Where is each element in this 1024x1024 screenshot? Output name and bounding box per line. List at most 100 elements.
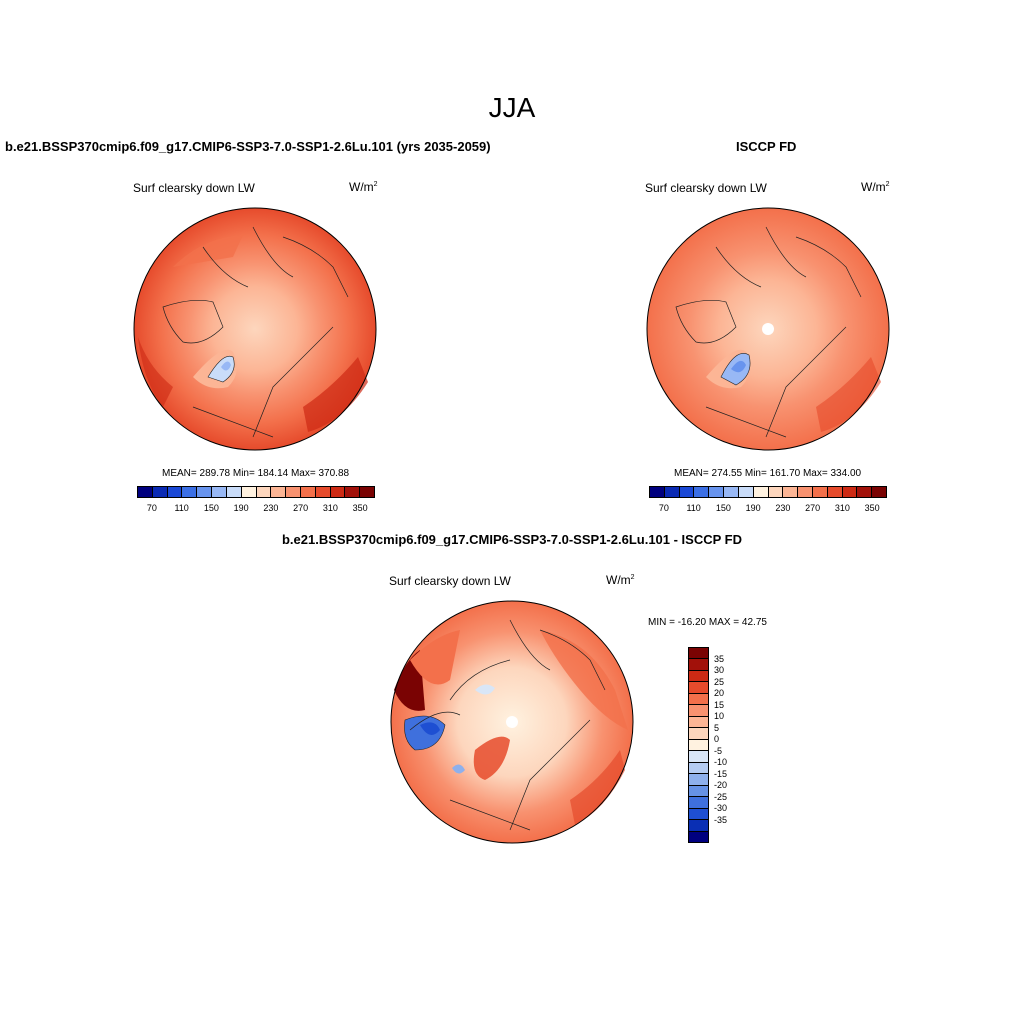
obs-units-label: W/m2 bbox=[861, 180, 890, 194]
colorbar-swatch bbox=[689, 831, 708, 842]
colorbar-swatch bbox=[182, 487, 198, 497]
colorbar-swatch bbox=[753, 487, 769, 497]
colorbar-tick-label: 110 bbox=[686, 503, 701, 513]
colorbar-swatch bbox=[768, 487, 784, 497]
colorbar-swatch bbox=[689, 693, 708, 706]
colorbar-swatch bbox=[724, 487, 739, 497]
colorbar-swatch bbox=[212, 487, 227, 497]
diff-polar-map bbox=[390, 600, 634, 844]
colorbar-tick-label: 10 bbox=[714, 711, 725, 722]
colorbar-tick-label: 230 bbox=[775, 503, 791, 513]
colorbar-swatch bbox=[689, 751, 708, 763]
colorbar-tick-label: -35 bbox=[714, 814, 728, 825]
colorbar-swatch bbox=[827, 487, 843, 497]
colorbar-tick-label: 150 bbox=[203, 503, 219, 513]
model-panel-title: b.e21.BSSP370cmip6.f09_g17.CMIP6-SSP3-7.… bbox=[5, 139, 491, 154]
colorbar-tick-label: 25 bbox=[714, 676, 725, 687]
colorbar-tick-label: 70 bbox=[658, 503, 669, 513]
colorbar-swatch bbox=[798, 487, 813, 497]
colorbar-swatch bbox=[812, 487, 828, 497]
obs-polar-map bbox=[646, 207, 890, 451]
colorbar-swatch bbox=[689, 705, 708, 717]
colorbar-swatch bbox=[360, 487, 374, 497]
colorbar-swatch bbox=[689, 808, 708, 821]
colorbar-tick-label: 350 bbox=[352, 503, 368, 513]
colorbar-swatch bbox=[650, 487, 665, 497]
model-polar-map bbox=[133, 207, 377, 451]
colorbar-tick-label: 35 bbox=[714, 653, 725, 664]
colorbar-swatch bbox=[241, 487, 257, 497]
colorbar-tick-label: 150 bbox=[715, 503, 731, 513]
colorbar-swatch bbox=[689, 785, 708, 798]
colorbar-swatch bbox=[256, 487, 272, 497]
colorbar-tick-label: 310 bbox=[834, 503, 850, 513]
colorbar-swatch bbox=[345, 487, 361, 497]
obs-stats: MEAN= 274.55 Min= 161.70 Max= 334.00 bbox=[674, 468, 862, 479]
colorbar-tick-label: 190 bbox=[745, 503, 761, 513]
colorbar-tick-label: -30 bbox=[714, 803, 728, 814]
colorbar-swatch bbox=[152, 487, 168, 497]
diff-stats: MIN = -16.20 MAX = 42.75 bbox=[648, 617, 767, 628]
model-variable-label: Surf clearsky down LW bbox=[133, 181, 255, 195]
colorbar-swatch bbox=[286, 487, 301, 497]
model-colorbar-ticks: 70 110 150 190 230 270 310 350 bbox=[137, 503, 375, 515]
obs-colorbar-ticks: 70 110 150 190 230 270 310 350 bbox=[649, 503, 887, 515]
colorbar-swatch bbox=[689, 682, 708, 694]
colorbar-tick-label: -5 bbox=[714, 745, 723, 756]
colorbar-swatch bbox=[330, 487, 346, 497]
colorbar-swatch bbox=[300, 487, 316, 497]
colorbar-swatch bbox=[842, 487, 858, 497]
diff-variable-label: Surf clearsky down LW bbox=[389, 574, 511, 588]
colorbar-tick-label: 15 bbox=[714, 699, 725, 710]
colorbar-swatch bbox=[694, 487, 710, 497]
colorbar-swatch bbox=[689, 774, 708, 786]
colorbar-swatch bbox=[226, 487, 242, 497]
colorbar-tick-label: -25 bbox=[714, 791, 728, 802]
colorbar-swatch bbox=[783, 487, 799, 497]
colorbar-tick-label: 270 bbox=[805, 503, 821, 513]
colorbar-tick-label: 310 bbox=[322, 503, 338, 513]
model-stats: MEAN= 289.78 Min= 184.14 Max= 370.88 bbox=[162, 468, 350, 479]
colorbar-swatch bbox=[197, 487, 213, 497]
colorbar-tick-label: 190 bbox=[233, 503, 249, 513]
colorbar-swatch bbox=[689, 670, 708, 683]
obs-variable-label: Surf clearsky down LW bbox=[645, 181, 767, 195]
colorbar-swatch bbox=[689, 716, 708, 729]
colorbar-swatch bbox=[738, 487, 754, 497]
colorbar-swatch bbox=[709, 487, 725, 497]
colorbar-tick-label: -10 bbox=[714, 757, 728, 768]
colorbar-swatch bbox=[167, 487, 183, 497]
season-title: JJA bbox=[488, 92, 536, 123]
colorbar-tick-label: 30 bbox=[714, 665, 725, 676]
colorbar-swatch bbox=[689, 739, 708, 752]
obs-panel-title: ISCCP FD bbox=[736, 139, 797, 154]
colorbar-tick-label: -20 bbox=[714, 780, 728, 791]
colorbar-swatch bbox=[689, 820, 708, 832]
colorbar-swatch bbox=[138, 487, 153, 497]
model-colorbar bbox=[137, 486, 375, 498]
colorbar-swatch bbox=[872, 487, 886, 497]
diff-units-label: W/m2 bbox=[606, 573, 635, 587]
colorbar-tick-label: 110 bbox=[174, 503, 189, 513]
colorbar-tick-label: 20 bbox=[714, 688, 725, 699]
colorbar-swatch bbox=[689, 728, 708, 740]
colorbar-swatch bbox=[664, 487, 680, 497]
colorbar-tick-label: -15 bbox=[714, 768, 728, 779]
colorbar-tick-label: 350 bbox=[864, 503, 880, 513]
colorbar-swatch bbox=[857, 487, 873, 497]
model-units-label: W/m2 bbox=[349, 180, 378, 194]
colorbar-swatch bbox=[679, 487, 695, 497]
colorbar-swatch bbox=[689, 648, 708, 660]
colorbar-swatch bbox=[689, 797, 708, 809]
diff-panel-title: b.e21.BSSP370cmip6.f09_g17.CMIP6-SSP3-7.… bbox=[281, 532, 742, 547]
colorbar-swatch bbox=[315, 487, 331, 497]
colorbar-tick-label: 5 bbox=[714, 722, 720, 733]
colorbar-tick-label: 0 bbox=[714, 734, 720, 745]
diff-colorbar bbox=[688, 647, 709, 843]
colorbar-tick-label: 270 bbox=[293, 503, 309, 513]
colorbar-swatch bbox=[689, 659, 708, 671]
colorbar-tick-label: 230 bbox=[263, 503, 279, 513]
obs-colorbar bbox=[649, 486, 887, 498]
colorbar-swatch bbox=[689, 762, 708, 775]
colorbar-swatch bbox=[271, 487, 287, 497]
